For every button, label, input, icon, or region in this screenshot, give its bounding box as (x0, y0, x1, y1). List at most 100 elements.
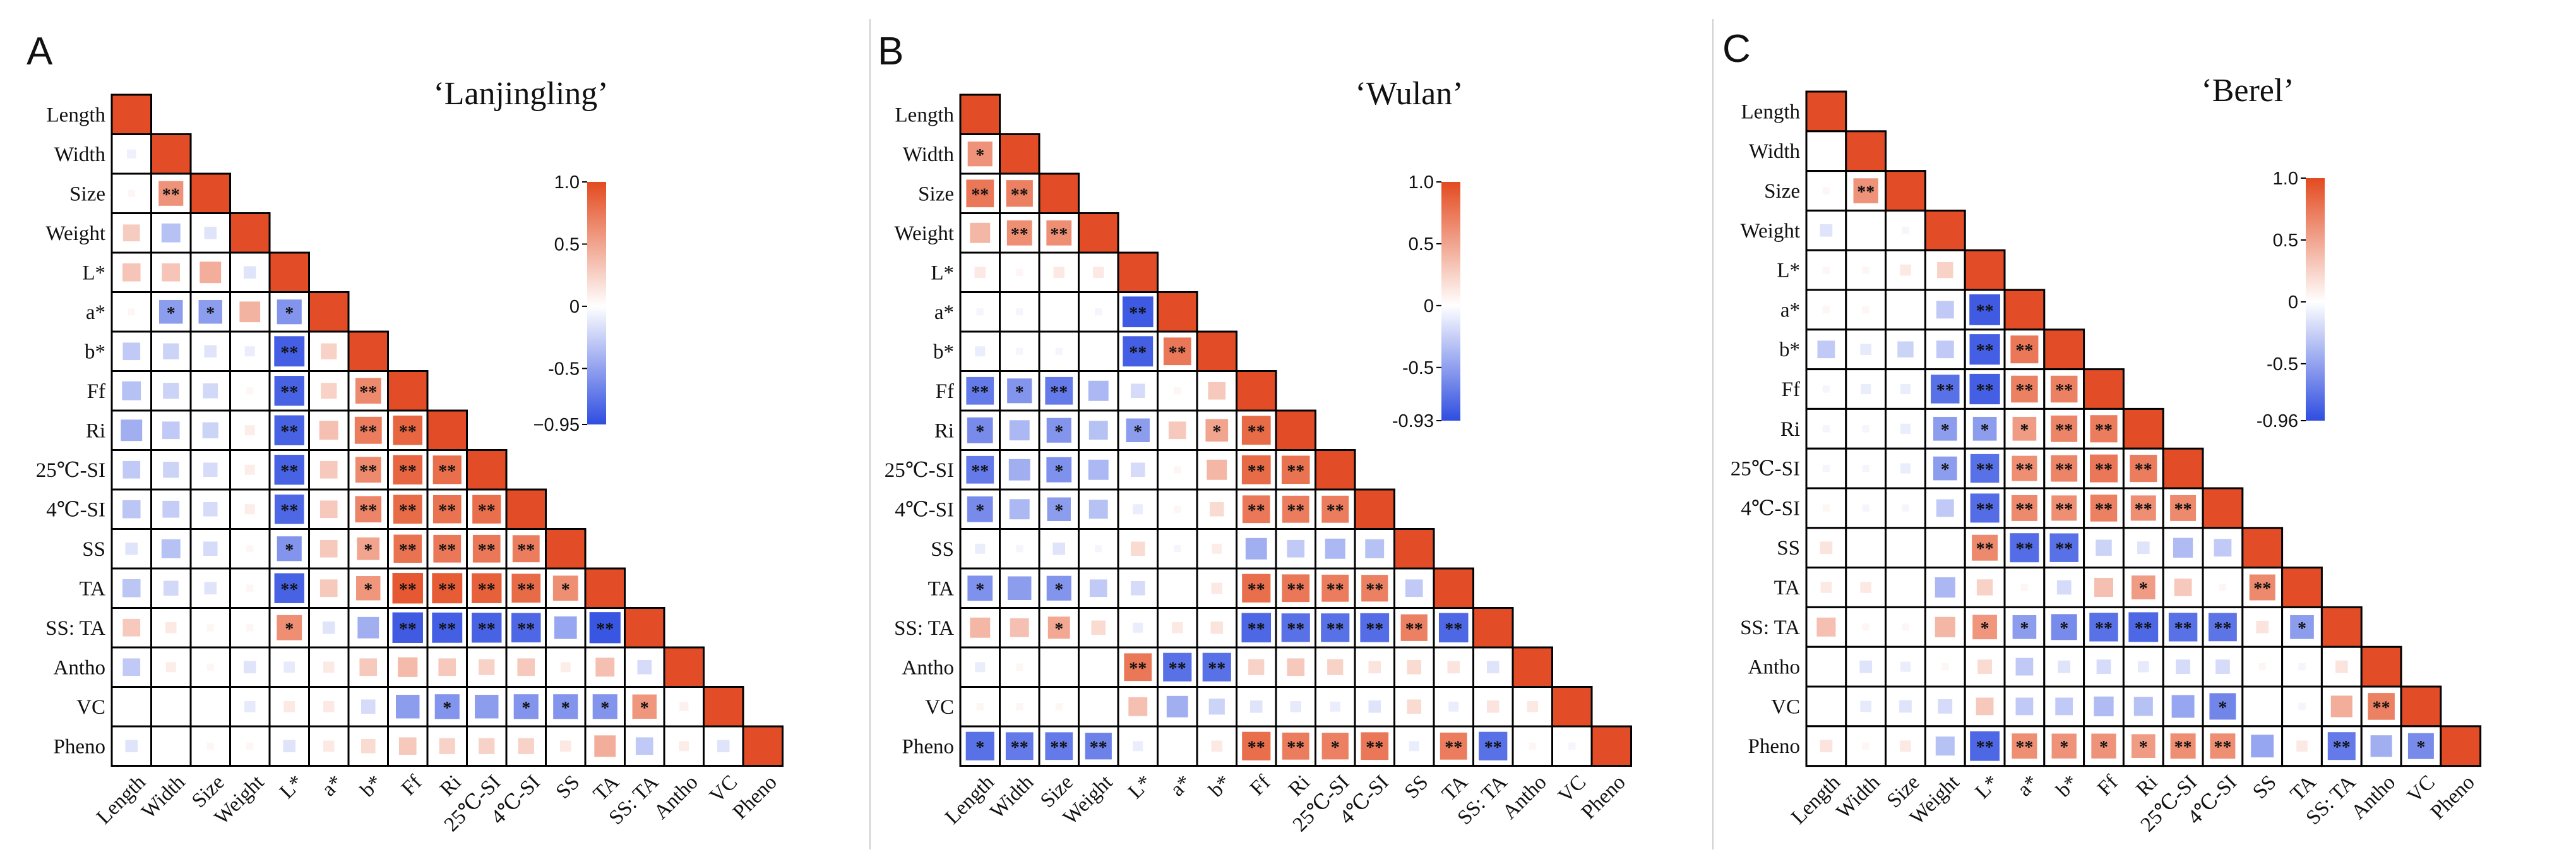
heatmap-cell (110, 567, 152, 609)
correlation-square (203, 541, 218, 556)
significance-mark: ** (971, 462, 989, 481)
col-label: Antho (650, 771, 703, 824)
correlation-square (127, 149, 136, 159)
significance-mark: * (1941, 421, 1950, 440)
correlation-square (2051, 415, 2078, 442)
significance-mark: ** (2253, 579, 2271, 599)
diagonal-cell (1078, 212, 1119, 254)
correlation-square (356, 576, 381, 601)
significance-mark: ** (1976, 301, 1994, 321)
correlation-square (2290, 615, 2314, 639)
correlation-square (204, 345, 217, 358)
correlation-square (1208, 699, 1225, 715)
row-label: 25℃-SI (1731, 458, 1800, 481)
correlation-square (1970, 731, 2000, 761)
correlation-square (1128, 697, 1148, 716)
correlation-square (1900, 264, 1911, 276)
correlation-square (2130, 455, 2157, 483)
significance-mark: ** (517, 580, 535, 599)
correlation-square (1969, 294, 2000, 325)
correlation-square (165, 662, 176, 673)
significance-mark: ** (2055, 381, 2073, 400)
colorbar-tick-label: -0.5 (1402, 358, 1434, 378)
correlation-square (162, 421, 180, 440)
col-label: Ff (397, 771, 426, 800)
col-label: a* (318, 771, 347, 801)
correlation-square (1241, 416, 1271, 445)
col-label: L* (1124, 771, 1156, 803)
significance-mark: ** (2015, 460, 2033, 480)
correlation-square (1903, 308, 1908, 312)
correlation-square (355, 378, 381, 404)
heatmap-cell (466, 646, 508, 688)
correlation-square (1047, 497, 1071, 521)
col-label: SS (552, 771, 584, 803)
correlation-square (967, 496, 993, 522)
row-label: Weight (46, 222, 106, 245)
correlation-square (592, 694, 617, 719)
correlation-square (1047, 616, 1070, 639)
correlation-square (2090, 495, 2118, 522)
diagonal-cell (2281, 567, 2323, 608)
significance-mark: * (2020, 619, 2029, 639)
significance-mark: ** (2214, 619, 2231, 639)
correlation-square (398, 737, 417, 755)
correlation-square (165, 622, 177, 634)
heatmap-cell (959, 528, 1001, 570)
diagonal-cell (2162, 447, 2204, 490)
correlation-square (1046, 417, 1071, 443)
significance-mark: * (2218, 698, 2227, 718)
correlation-square (2370, 735, 2392, 757)
correlation-square (2138, 661, 2149, 673)
diagonal-cell (624, 607, 665, 649)
correlation-square (1407, 699, 1422, 714)
significance-mark: * (2060, 738, 2068, 757)
significance-mark: ** (2055, 539, 2073, 559)
correlation-square (322, 621, 335, 634)
correlation-square (1210, 621, 1224, 634)
correlation-square (2168, 613, 2198, 642)
correlation-square (2296, 740, 2308, 752)
correlation-square (1405, 579, 1423, 598)
col-label: Pheno (2426, 771, 2479, 824)
correlation-square (1006, 180, 1033, 207)
colorbar-tick-label: -0.5 (2267, 354, 2298, 375)
correlation-square (1969, 334, 2000, 365)
correlation-square (970, 617, 991, 638)
correlation-square (1900, 740, 1911, 752)
correlation-square (1902, 623, 1909, 631)
correlation-square (1321, 733, 1349, 760)
correlation-square (433, 534, 462, 563)
correlation-square (552, 575, 578, 601)
significance-mark: ** (1050, 738, 1068, 757)
correlation-square (1287, 658, 1305, 676)
correlation-square (208, 704, 213, 709)
correlation-square (163, 383, 179, 399)
correlation-square (1822, 266, 1830, 274)
significance-mark: ** (438, 462, 456, 481)
correlation-square (1009, 499, 1030, 520)
col-label: L* (1971, 771, 2003, 803)
row-label: 25℃-SI (885, 459, 954, 482)
row-label: Weight (1741, 220, 1801, 243)
correlation-square (1327, 659, 1344, 675)
colorbar-tick-label: 1.0 (554, 172, 580, 193)
correlation-square (1046, 220, 1072, 246)
correlation-square (1045, 732, 1073, 760)
panel-title: ‘Berel’ (2201, 73, 2294, 109)
correlation-square (1008, 459, 1030, 481)
significance-mark: ** (1287, 580, 1304, 599)
correlation-square (202, 422, 218, 438)
correlation-square (1174, 387, 1181, 395)
significance-mark: ** (399, 501, 417, 520)
significance-mark: * (1941, 460, 1950, 480)
correlation-square (243, 266, 256, 279)
correlation-square (1820, 740, 1833, 753)
correlation-square (472, 613, 502, 643)
correlation-square (319, 539, 338, 558)
correlation-square (1407, 659, 1422, 675)
correlation-square (161, 223, 181, 243)
correlation-square (2170, 495, 2197, 521)
